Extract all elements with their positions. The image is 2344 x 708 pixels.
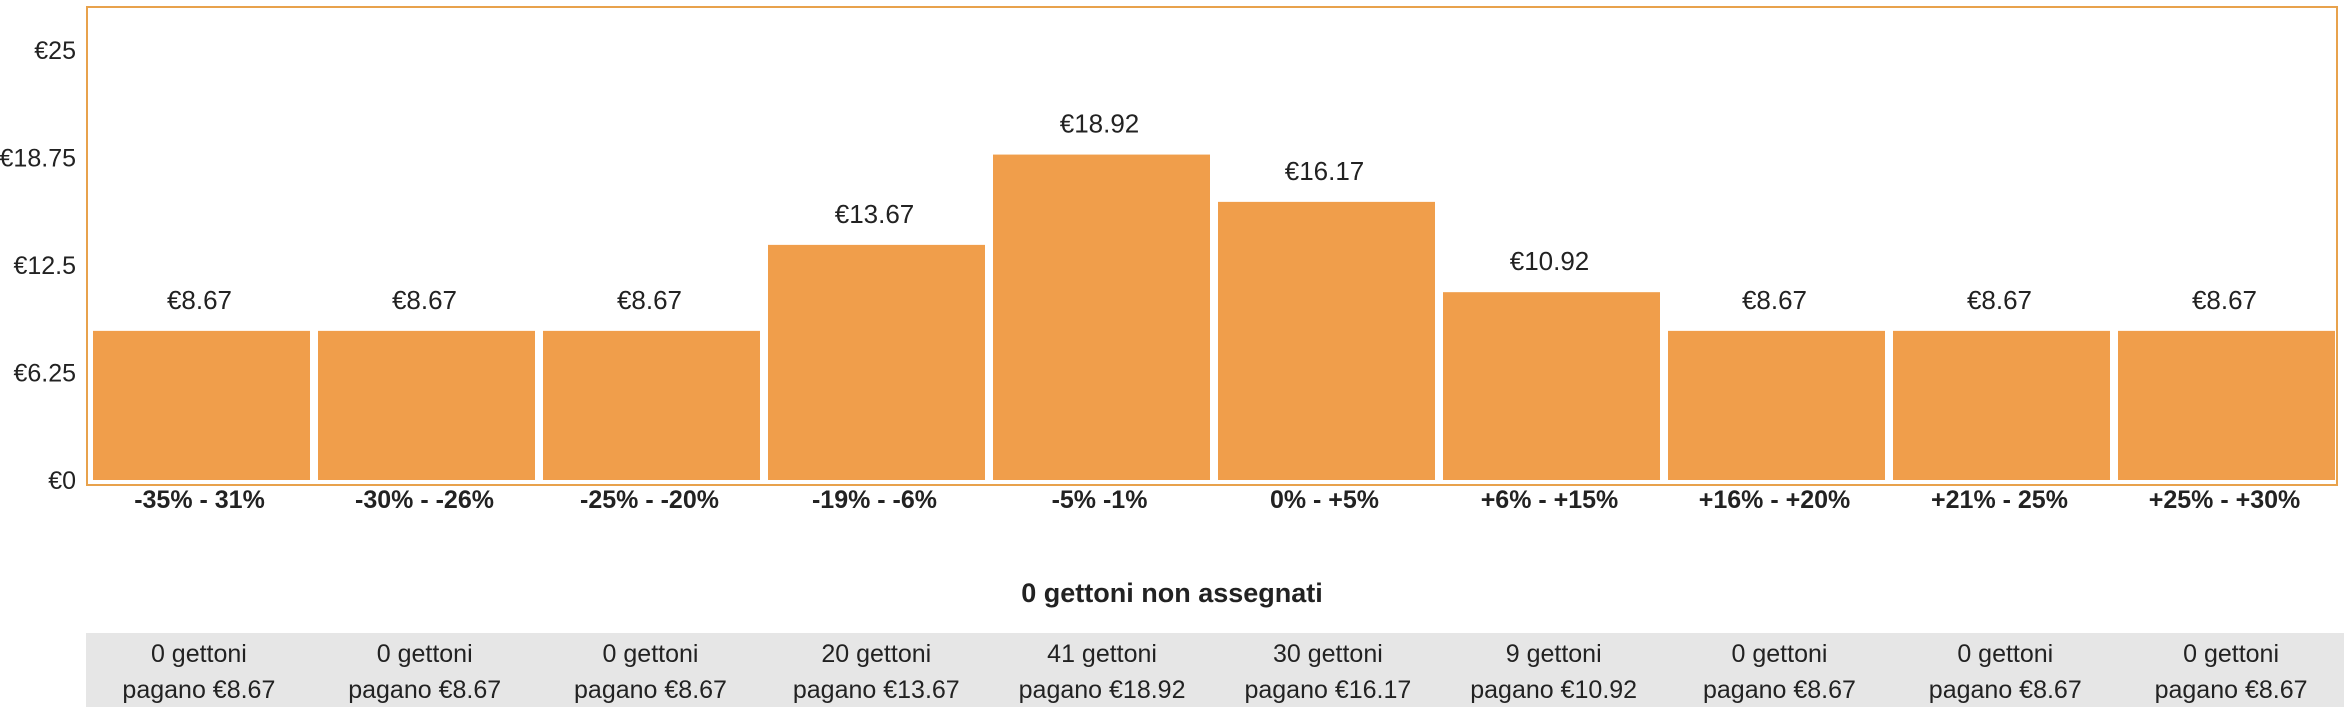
token-price: pagano €10.92 <box>1470 676 1638 704</box>
bar <box>768 244 985 480</box>
table-cell: 0 gettoni pagano €8.67 <box>312 633 538 707</box>
x-tick-label: +6% - +15% <box>1481 486 1619 514</box>
bar-value-label: €8.67 <box>392 285 457 315</box>
x-tick-label: -5% -1% <box>1052 486 1148 514</box>
token-price: pagano €8.67 <box>1703 676 1856 704</box>
bar <box>1668 330 1885 480</box>
x-tick-label: +25% - +30% <box>2149 486 2301 514</box>
token-count: 0 gettoni <box>2183 640 2280 668</box>
bar-chart: €0 €6.25 €12.5 €18.75 €25 €8.67 -35% - 31% €8.6… <box>0 6 2338 514</box>
x-tick-label: +16% - +20% <box>1699 486 1851 514</box>
table-cell: 9 gettoni pagano €10.92 <box>1441 633 1667 707</box>
x-tick-label: -35% - 31% <box>134 486 265 514</box>
token-price: pagano €16.17 <box>1244 676 1412 704</box>
token-price: pagano €8.67 <box>1928 676 2082 704</box>
table-cell: 30 gettoni pagano €16.17 <box>1215 633 1441 707</box>
x-tick-label: -25% - -20% <box>580 486 719 514</box>
y-tick-label: €25 <box>34 37 76 65</box>
y-tick-label: €0 <box>48 467 76 495</box>
token-count: 0 gettoni <box>1731 640 1828 668</box>
bar-value-label: €8.67 <box>2192 285 2257 315</box>
table-cell: 0 gettoni pagano €8.67 <box>1892 633 2118 707</box>
token-count: 0 gettoni <box>602 640 699 668</box>
token-count: 30 gettoni <box>1272 640 1383 668</box>
token-price: pagano €18.92 <box>1018 676 1186 704</box>
bar-value-label: €8.67 <box>1742 285 1807 315</box>
x-tick-label: -19% - -6% <box>812 486 937 514</box>
token-count: 20 gettoni <box>821 640 932 668</box>
bar <box>543 330 760 480</box>
table-cell: 0 gettoni pagano €8.67 <box>86 633 312 707</box>
table-cell: 0 gettoni pagano €8.67 <box>2118 633 2344 707</box>
bar-value-label: €10.92 <box>1510 246 1590 276</box>
table-cell: 0 gettoni pagano €8.67 <box>538 633 764 707</box>
bar-value-label: €16.17 <box>1285 156 1365 186</box>
token-count: 0 gettoni <box>376 640 473 668</box>
token-price: pagano €8.67 <box>2154 676 2308 704</box>
bar-value-label: €8.67 <box>617 285 682 315</box>
unassigned-tokens-status: 0 gettoni non assegnati <box>1021 578 1323 608</box>
x-tick-label: 0% - +5% <box>1270 486 1379 514</box>
table-cell: 0 gettoni pagano €8.67 <box>1667 633 1893 707</box>
x-tick-label: +21% - 25% <box>1931 486 2068 514</box>
bar <box>93 330 310 480</box>
table-cell: 20 gettoni pagano €13.67 <box>763 633 989 707</box>
bar-value-label: €8.67 <box>1967 285 2032 315</box>
bar-value-label: €8.67 <box>167 285 232 315</box>
table-cell: 41 gettoni pagano €18.92 <box>989 633 1215 707</box>
token-count: 9 gettoni <box>1505 640 1602 668</box>
plot-frame <box>86 6 2338 486</box>
bar <box>1893 330 2110 480</box>
bar-value-label: €18.92 <box>1060 109 1140 139</box>
bar <box>1218 201 1435 480</box>
bar <box>2118 330 2335 480</box>
bar-value-label: €13.67 <box>835 199 915 229</box>
x-tick-label: -30% - -26% <box>355 486 494 514</box>
y-tick-label: €12.5 <box>13 252 76 280</box>
bar <box>993 154 1210 481</box>
bar <box>318 330 535 480</box>
token-price: pagano €13.67 <box>792 676 960 704</box>
token-price: pagano €8.67 <box>122 676 276 704</box>
token-count: 0 gettoni <box>150 640 247 668</box>
bar <box>1443 292 1660 480</box>
token-price: pagano €8.67 <box>348 676 502 704</box>
token-price: pagano €8.67 <box>574 676 727 704</box>
token-price-table: 0 gettoni pagano €8.67 0 gettoni pagano €8.… <box>86 633 2344 707</box>
y-tick-label: €18.75 <box>0 145 76 173</box>
token-count: 0 gettoni <box>1957 640 2054 668</box>
y-tick-label: €6.25 <box>13 360 76 388</box>
token-count: 41 gettoni <box>1047 640 1157 668</box>
